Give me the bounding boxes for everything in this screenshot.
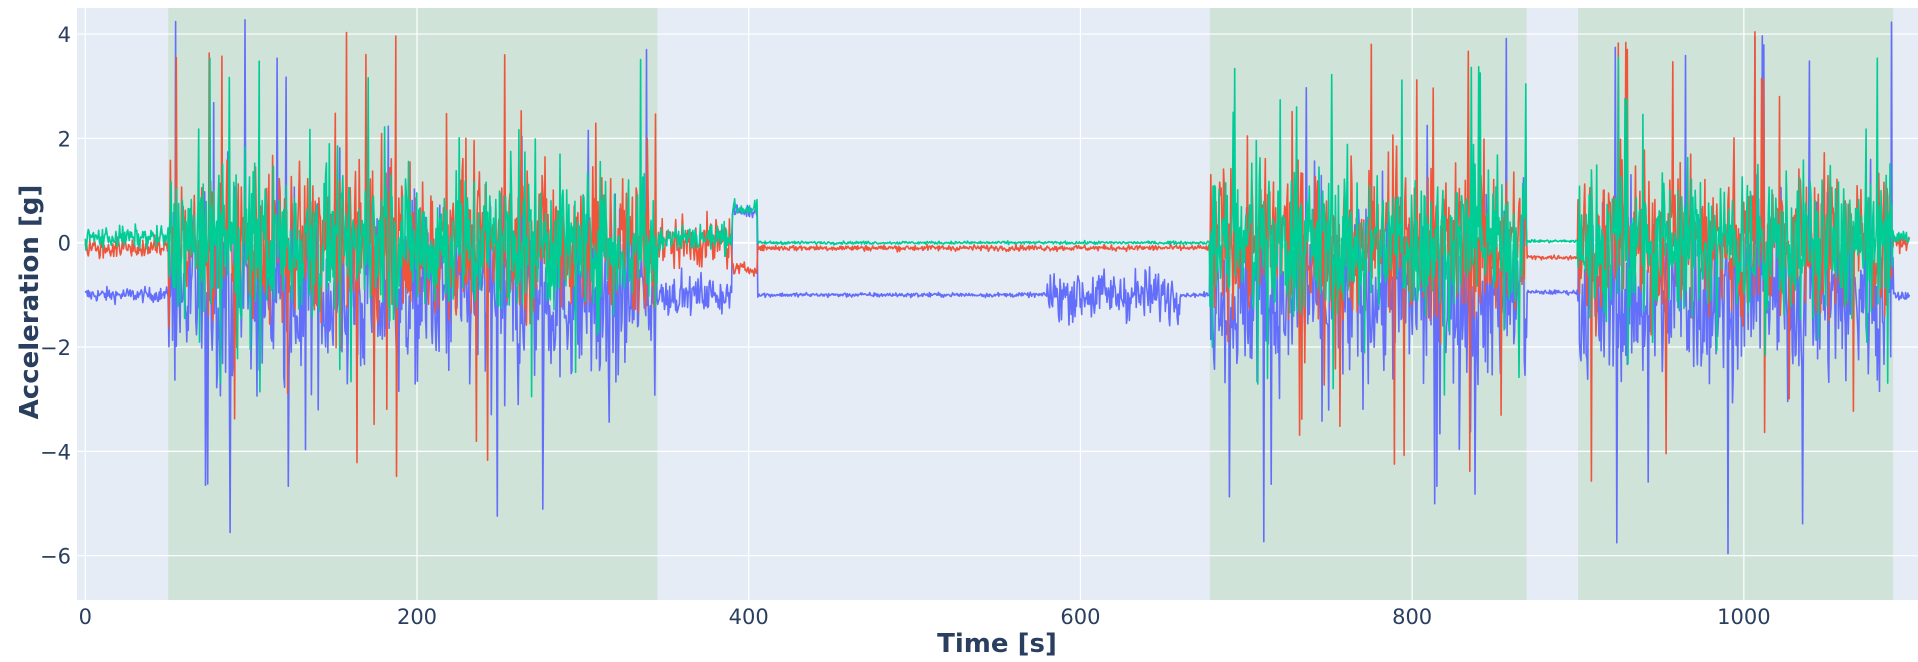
y-tick-label: 4 [58, 23, 71, 47]
x-tick-label: 600 [1060, 605, 1100, 629]
y-axis-title: Acceleration [g] [15, 185, 45, 420]
y-tick-label: −6 [40, 545, 71, 569]
x-tick-label: 1000 [1717, 605, 1770, 629]
x-tick-label: 800 [1392, 605, 1432, 629]
series-2 [84, 30, 1910, 482]
y-tick-label: 0 [58, 232, 71, 256]
x-tick-label: 200 [397, 605, 437, 629]
x-tick-label: 0 [79, 605, 92, 629]
x-tick-label: 400 [729, 605, 769, 629]
y-tick-label: −4 [40, 440, 71, 464]
series-3 [84, 56, 1911, 398]
series-2-line [84, 30, 1910, 482]
series-3-line [84, 56, 1911, 398]
y-axis-ticks: −6 −4 −2 0 2 4 [40, 23, 71, 569]
series-layer [84, 18, 1911, 555]
x-axis-title: Time [s] [937, 629, 1057, 659]
y-tick-label: −2 [40, 336, 71, 360]
y-tick-label: 2 [58, 127, 71, 151]
x-axis-ticks: 0 200 400 600 800 1000 [79, 605, 1771, 629]
